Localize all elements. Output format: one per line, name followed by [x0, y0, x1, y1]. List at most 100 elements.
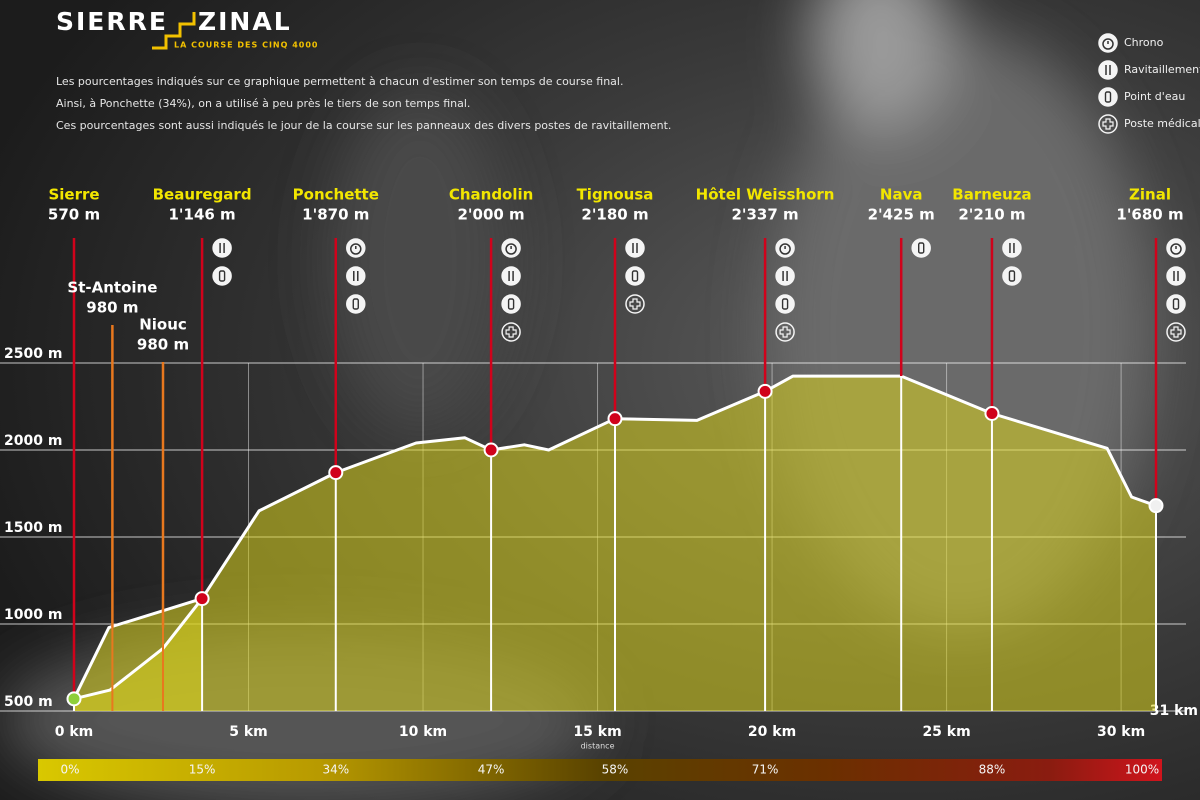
service-icon [775, 322, 795, 342]
station-elevation: 1'870 m [302, 206, 369, 224]
service-icon [1098, 87, 1118, 107]
icon-glyph [779, 326, 791, 338]
icon-circle [501, 322, 521, 342]
icon-circle [625, 238, 645, 258]
station-point [607, 411, 623, 427]
logo-right: ZINAL [198, 7, 292, 36]
legend-label: Ravitaillement [1124, 63, 1200, 76]
service-icon [625, 294, 645, 314]
progress-bar [38, 759, 1162, 781]
legend-label: Chrono [1124, 36, 1164, 49]
icon-glyph [1102, 118, 1114, 130]
station-point [757, 383, 773, 399]
service-icon [625, 238, 645, 258]
service-icon [501, 266, 521, 286]
station-name: Ponchette [293, 186, 379, 204]
icon-glyph [505, 243, 517, 255]
icon-glyph [1170, 243, 1182, 255]
icon-glyph [1172, 298, 1180, 310]
progress-label: 71% [752, 763, 779, 777]
service-icon [501, 294, 521, 314]
service-icon [501, 322, 521, 342]
icon-glyph [1102, 38, 1114, 50]
icon-circle [1166, 294, 1186, 314]
icon-circle [1166, 322, 1186, 342]
y-tick-label: 2500 m [4, 346, 62, 362]
icon-circle [775, 322, 795, 342]
station-name: St-Antoine [67, 279, 157, 297]
progress-label: 15% [189, 763, 216, 777]
station-elevation: 2'337 m [731, 206, 798, 224]
icon-circle [212, 266, 232, 286]
service-icon [1002, 238, 1022, 258]
icon-glyph [1008, 270, 1016, 282]
service-icon [1098, 33, 1118, 53]
icon-circle [1166, 266, 1186, 286]
x-tick-label: 25 km [922, 724, 970, 740]
icon-circle [775, 266, 795, 286]
y-tick-label: 500 m [4, 694, 53, 710]
station-elevation: 2'425 m [868, 206, 935, 224]
intro-line: Les pourcentages indiqués sur ce graphiq… [56, 75, 623, 88]
icon-glyph [779, 243, 791, 255]
service-icon [775, 294, 795, 314]
icon-circle [1098, 114, 1118, 134]
icon-circle [1098, 87, 1118, 107]
station-elevation: 1'146 m [168, 206, 235, 224]
icon-circle [1002, 238, 1022, 258]
icon-glyph [918, 242, 925, 254]
service-icon [1166, 238, 1186, 258]
icon-glyph [629, 298, 641, 310]
station-elevation: 1'680 m [1116, 206, 1183, 224]
y-tick-label: 1500 m [4, 520, 62, 536]
icon-glyph [350, 243, 362, 255]
progress-label: 88% [979, 763, 1006, 777]
icon-glyph [631, 270, 639, 282]
icon-circle [501, 294, 521, 314]
elevation-area [74, 598, 203, 711]
icon-circle [1002, 266, 1022, 286]
icon-glyph [507, 298, 515, 310]
logo-tagline: LA COURSE DES CINQ 4000 [174, 41, 318, 50]
service-icon [1002, 266, 1022, 286]
logo-left: SIERRE [56, 7, 168, 36]
station-name: Niouc [139, 316, 187, 334]
service-icon [346, 266, 366, 286]
x-tick-label: 5 km [229, 724, 268, 740]
progress-label: 34% [322, 763, 349, 777]
service-icon [1098, 114, 1118, 134]
icon-circle [346, 266, 366, 286]
service-icon [1098, 60, 1118, 80]
station-elevation: 980 m [137, 336, 189, 354]
y-tick-label: 2000 m [4, 433, 62, 449]
icon-glyph [505, 326, 517, 338]
y-tick-label: 1000 m [4, 607, 62, 623]
service-icon [775, 238, 795, 258]
station-point [483, 442, 499, 458]
station-elevation: 2'000 m [457, 206, 524, 224]
station-name: Nava [880, 186, 923, 204]
station-elevation: 2'180 m [581, 206, 648, 224]
station-point [1148, 498, 1164, 514]
logo-stairs [152, 12, 196, 50]
icon-glyph [1104, 91, 1112, 103]
x-tick-label: 10 km [399, 724, 447, 740]
service-icon [1166, 294, 1186, 314]
station-point [984, 405, 1000, 421]
service-icon [346, 294, 366, 314]
station-name: Hôtel Weisshorn [696, 186, 835, 204]
legend-label: Point d'eau [1124, 90, 1185, 103]
icon-circle [775, 294, 795, 314]
icon-circle [911, 238, 931, 258]
icon-circle [346, 294, 366, 314]
service-icon [625, 266, 645, 286]
x-tick-label: 30 km [1097, 724, 1145, 740]
station-name: Zinal [1129, 186, 1171, 204]
station-elevation: 570 m [48, 206, 100, 224]
logo: SIERRE ZINAL LA COURSE DES CINQ 4000 [56, 7, 318, 50]
station-name: Tignousa [577, 186, 654, 204]
x-tick-label: 31 km [1150, 703, 1198, 719]
service-icon [501, 238, 521, 258]
